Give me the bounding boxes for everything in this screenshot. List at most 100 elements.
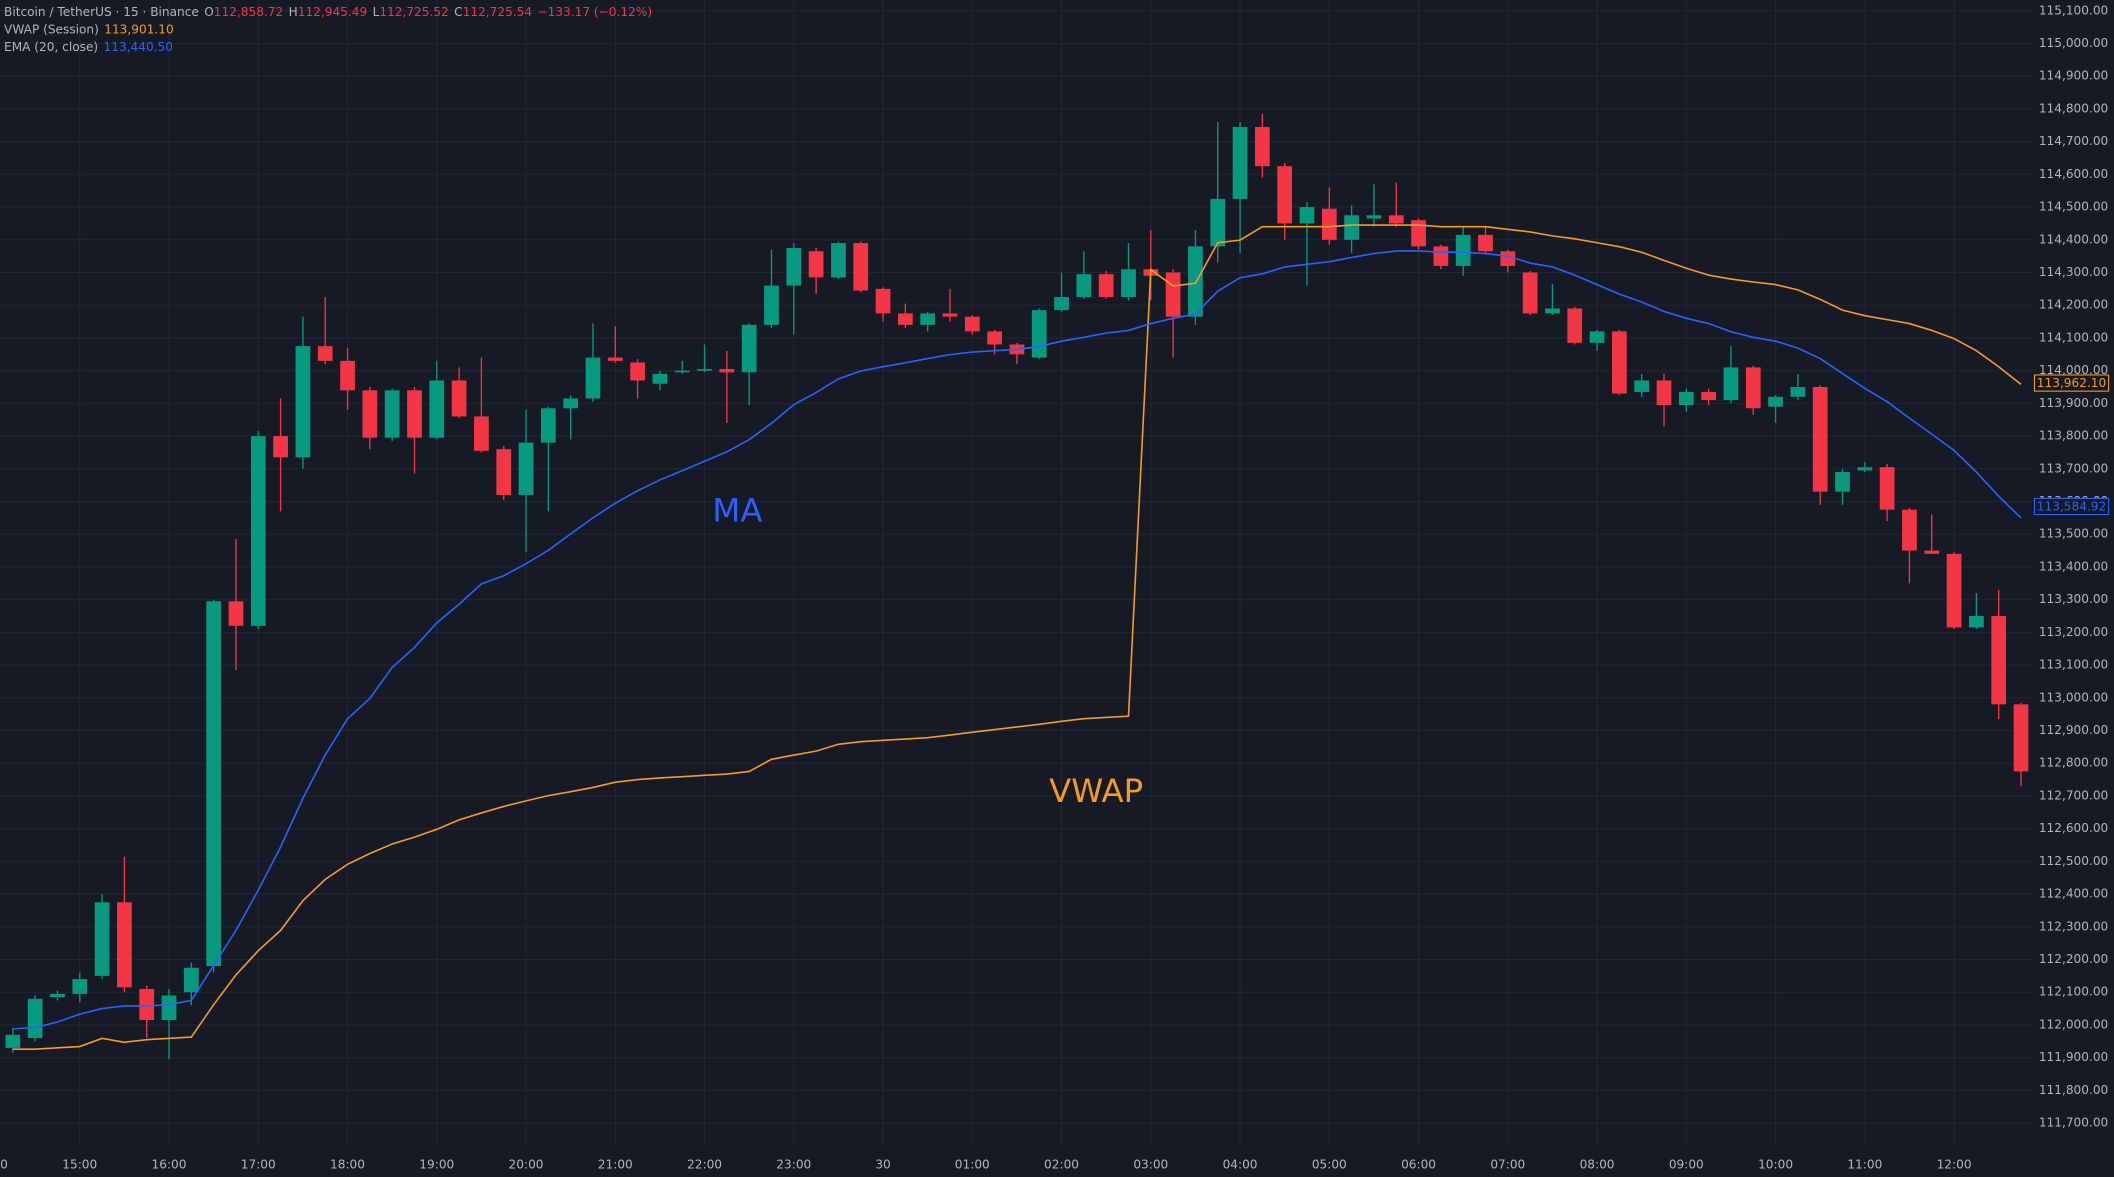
candle-body <box>987 331 1002 345</box>
candle-body <box>1924 550 1940 554</box>
x-tick-label: 18:00 <box>330 1157 365 1171</box>
candle-body <box>27 998 43 1039</box>
symbol-title: Bitcoin / TetherUS · 15 · Binance <box>4 5 199 19</box>
x-tick-label: 11:00 <box>1847 1157 1882 1171</box>
candle-body <box>920 313 936 325</box>
legend-name: VWAP (Session) <box>4 22 99 36</box>
y-tick-label: 112,600.00 <box>2039 821 2108 835</box>
x-tick-label: 20:00 <box>509 1157 544 1171</box>
y-tick-label: 113,700.00 <box>2039 461 2108 475</box>
candle-body <box>741 324 757 373</box>
y-tick-label: 112,400.00 <box>2039 887 2108 901</box>
candle-body <box>340 360 355 391</box>
candle-body <box>1723 367 1739 401</box>
y-tick-label: 113,800.00 <box>2039 429 2108 443</box>
y-tick-label: 112,800.00 <box>2039 756 2108 770</box>
price-badge <box>2033 497 2110 516</box>
candle-body <box>1366 215 1382 219</box>
ohlc-value: 112,858.72 <box>214 5 283 19</box>
ohlc-value: 112,945.49 <box>298 5 367 19</box>
x-tick-label: 04:00 <box>1223 1157 1258 1171</box>
candle-body <box>1545 308 1560 314</box>
change: −133.17 (−0.12%) <box>537 5 652 19</box>
ohlc-value: 112,725.52 <box>379 5 448 19</box>
legend-value: 113,901.10 <box>104 22 173 36</box>
candle-body <box>585 357 601 399</box>
candle-body <box>50 993 65 998</box>
y-tick-label: 113,200.00 <box>2039 625 2108 639</box>
legend-value: 113,440.50 <box>104 40 173 54</box>
candle-body <box>786 247 802 286</box>
candle-body <box>295 346 311 458</box>
candle-body <box>1790 387 1806 397</box>
ohlc-label: H <box>289 5 298 19</box>
x-tick-label: 0 <box>0 1157 8 1171</box>
candle-body <box>1433 246 1449 266</box>
y-tick-label: 112,300.00 <box>2039 919 2108 933</box>
y-tick-label: 113,000.00 <box>2039 690 2108 704</box>
y-tick-label: 114,400.00 <box>2039 232 2108 246</box>
candle-body <box>1835 472 1850 492</box>
candle-body <box>964 316 980 332</box>
candle-body <box>474 416 489 451</box>
annotation: VWAP <box>1049 772 1143 810</box>
candle-body <box>1612 331 1627 394</box>
x-tick-label: 01:00 <box>955 1157 990 1171</box>
x-tick-label: 16:00 <box>152 1157 187 1171</box>
x-tick-label: 12:00 <box>1937 1157 1972 1171</box>
y-tick-label: 112,100.00 <box>2039 985 2108 999</box>
ohlc-label: O <box>204 5 214 19</box>
ohlc-value: 112,725.54 <box>463 5 533 19</box>
y-tick-label: 113,100.00 <box>2039 658 2108 672</box>
candle-body <box>518 442 534 495</box>
candle-body <box>1277 166 1293 224</box>
x-tick-label: 09:00 <box>1669 1157 1704 1171</box>
candle-body <box>1188 246 1203 317</box>
candle-body <box>1121 269 1136 298</box>
candle-body <box>607 357 623 361</box>
candle-body <box>1745 367 1761 409</box>
candle-body <box>1946 553 1962 628</box>
price-badge <box>2033 374 2110 392</box>
candle-body <box>1411 220 1426 247</box>
candle-body <box>1656 380 1672 406</box>
candle-body <box>117 902 132 988</box>
indicator-line <box>12 250 2022 1030</box>
y-tick-label: 112,700.00 <box>2039 788 2108 802</box>
x-tick-label: 21:00 <box>598 1157 633 1171</box>
candle-body <box>697 369 712 371</box>
x-tick-label: 30 <box>875 1157 890 1171</box>
candle-body <box>228 601 244 626</box>
indicator-line <box>12 224 2022 1050</box>
ohlc-label: C <box>454 5 462 19</box>
candle-body <box>1344 215 1359 240</box>
candle-body <box>1388 215 1404 224</box>
candle-body <box>1500 251 1516 266</box>
candle-body <box>206 601 222 967</box>
candle-body <box>630 362 645 381</box>
candle-body <box>1210 198 1226 247</box>
y-tick-label: 111,800.00 <box>2039 1083 2108 1097</box>
ohlc-label: L <box>373 5 380 19</box>
candle-body <box>139 988 155 1021</box>
candle-body <box>72 979 88 994</box>
candle-body <box>1255 126 1270 167</box>
candle-body <box>652 373 668 384</box>
legend: Bitcoin / TetherUS · 15 · Binance O112,85… <box>4 5 1143 810</box>
candle-body <box>1567 308 1583 343</box>
header: Bitcoin / TetherUS · 15 · Binance O112,85… <box>4 5 652 19</box>
candle-body <box>273 436 288 458</box>
candle-body <box>1589 331 1605 343</box>
x-tick-label: 03:00 <box>1133 1157 1168 1171</box>
y-tick-label: 111,900.00 <box>2039 1050 2108 1064</box>
candle-body <box>94 902 110 976</box>
legend-name: EMA (20, close) <box>4 40 98 54</box>
legend-entry: VWAP (Session) 113,901.10 <box>4 22 174 36</box>
candle-body <box>451 380 467 417</box>
candle-body <box>161 995 177 1021</box>
x-tick-label: 17:00 <box>241 1157 276 1171</box>
y-tick-label: 113,900.00 <box>2039 396 2108 410</box>
candle-body <box>1299 207 1315 224</box>
y-tick-label: 114,700.00 <box>2039 134 2108 148</box>
